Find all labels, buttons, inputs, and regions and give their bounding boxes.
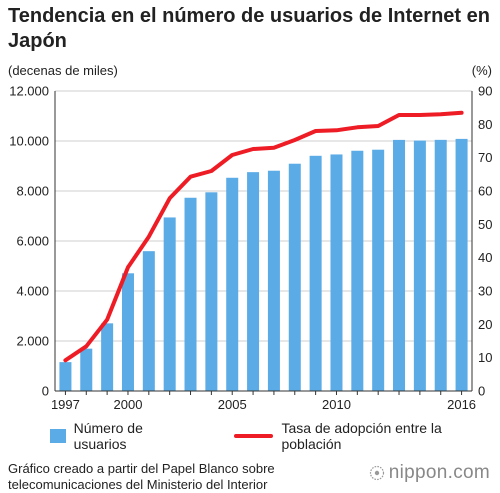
bar	[121, 273, 134, 391]
bar	[59, 362, 72, 391]
y-left-tick-label: 0	[42, 384, 49, 399]
y-right-tick-label: 50	[478, 217, 492, 232]
y-right-tick-label: 70	[478, 150, 492, 165]
legend-bar-swatch	[50, 429, 66, 443]
right-axis-unit: (%)	[471, 63, 492, 78]
legend: Número de usuarios Tasa de adopción entr…	[50, 420, 500, 452]
y-right-tick-label: 90	[478, 84, 492, 99]
bar	[330, 154, 343, 391]
y-right-tick-label: 80	[478, 117, 492, 132]
legend-line-label: Tasa de adopción entre la población	[281, 420, 442, 452]
adoption-rate-line	[63, 110, 464, 363]
bar	[413, 140, 426, 391]
bar	[351, 150, 364, 391]
chart-title: Tendencia en el número de usuarios de In…	[8, 5, 490, 52]
y-right-tick-label: 0	[478, 384, 485, 399]
bar	[267, 170, 280, 391]
x-tick-label: 2010	[322, 397, 351, 412]
bar	[309, 155, 322, 391]
y-left-tick-label: 4.000	[16, 284, 49, 299]
bar	[288, 163, 301, 391]
y-right-tick-label: 20	[478, 317, 492, 332]
bar	[205, 192, 218, 391]
y-left-tick-label: 10.000	[9, 134, 49, 149]
bar	[372, 149, 385, 391]
bar	[184, 197, 197, 391]
bar	[226, 177, 239, 391]
legend-bar-label: Número de usuarios	[73, 420, 143, 452]
bar	[142, 251, 155, 391]
y-right-tick-label: 60	[478, 184, 492, 199]
bar	[455, 138, 468, 391]
y-right-tick-label: 40	[478, 250, 492, 265]
y-left-tick-label: 2.000	[16, 334, 49, 349]
x-tick-label: 2016	[447, 397, 476, 412]
nippon-logo-text: nippon.com	[388, 462, 490, 483]
bar	[393, 139, 406, 391]
x-tick-label: 1997	[51, 397, 80, 412]
x-tick-label: 2000	[114, 397, 143, 412]
y-left-tick-label: 12.000	[9, 84, 49, 99]
y-right-tick-label: 30	[478, 284, 492, 299]
y-left-tick-label: 6.000	[16, 234, 49, 249]
nippon-logo-icon	[369, 465, 384, 481]
left-axis-unit: (decenas de miles)	[8, 63, 118, 78]
x-tick-label: 2005	[218, 397, 247, 412]
legend-line-swatch	[234, 434, 274, 438]
bar	[101, 323, 114, 391]
bar	[434, 139, 447, 391]
bar	[247, 172, 260, 391]
bar	[80, 348, 93, 391]
source-note: Gráfico creado a partir del Papel Blanco…	[8, 461, 275, 492]
y-left-tick-label: 8.000	[16, 184, 49, 199]
y-right-tick-label: 10	[478, 350, 492, 365]
bar	[163, 217, 176, 391]
nippon-logo: nippon.com	[369, 462, 490, 484]
